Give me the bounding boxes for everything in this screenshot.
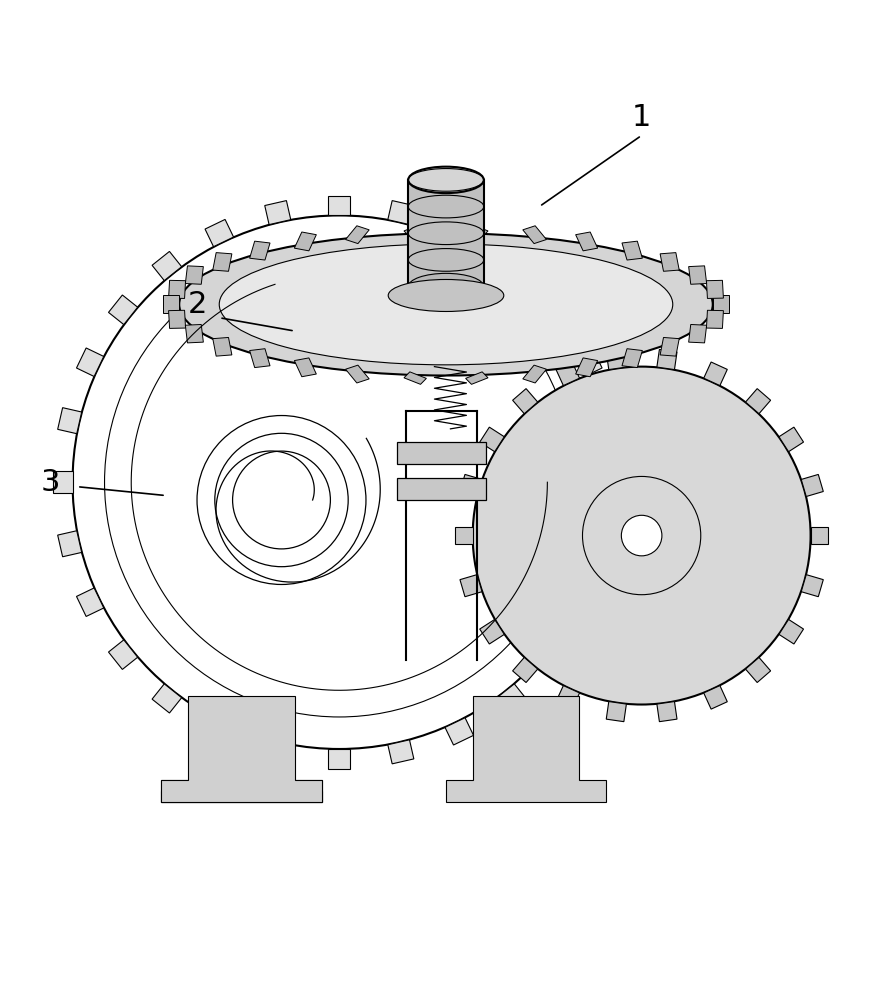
Ellipse shape [409, 167, 483, 193]
Text: 3: 3 [40, 468, 60, 497]
Polygon shape [445, 219, 474, 247]
Polygon shape [186, 324, 203, 343]
Polygon shape [606, 471, 625, 493]
Polygon shape [265, 201, 291, 225]
Polygon shape [575, 358, 598, 377]
Polygon shape [152, 251, 182, 281]
Polygon shape [622, 241, 642, 260]
Polygon shape [250, 349, 270, 368]
Polygon shape [58, 531, 82, 557]
Polygon shape [109, 295, 137, 325]
Polygon shape [388, 201, 414, 225]
Polygon shape [713, 295, 729, 313]
Polygon shape [497, 251, 526, 281]
Polygon shape [622, 349, 642, 368]
Polygon shape [205, 718, 234, 745]
Polygon shape [556, 362, 580, 386]
Polygon shape [169, 310, 186, 328]
Polygon shape [466, 372, 488, 384]
Polygon shape [294, 232, 317, 251]
Polygon shape [213, 253, 232, 271]
Polygon shape [811, 527, 829, 544]
Polygon shape [345, 365, 369, 383]
Polygon shape [53, 471, 72, 493]
Polygon shape [657, 349, 677, 370]
Polygon shape [480, 619, 504, 644]
Polygon shape [460, 575, 482, 597]
Polygon shape [779, 619, 804, 644]
Polygon shape [250, 241, 270, 260]
Polygon shape [460, 474, 482, 497]
Polygon shape [541, 640, 570, 669]
Polygon shape [660, 337, 679, 356]
Polygon shape [779, 427, 804, 452]
Polygon shape [163, 295, 179, 313]
Text: 2: 2 [187, 290, 207, 319]
Polygon shape [77, 348, 103, 376]
Polygon shape [345, 226, 369, 244]
Polygon shape [404, 224, 426, 237]
Text: 1: 1 [632, 103, 651, 132]
Ellipse shape [388, 279, 504, 311]
Polygon shape [455, 527, 473, 544]
Polygon shape [513, 389, 538, 414]
Polygon shape [689, 266, 706, 284]
Polygon shape [388, 740, 414, 764]
Polygon shape [597, 408, 621, 434]
Polygon shape [689, 324, 706, 343]
Polygon shape [328, 749, 351, 769]
Polygon shape [704, 362, 727, 386]
Ellipse shape [179, 233, 713, 376]
Bar [161, 780, 321, 802]
Polygon shape [328, 196, 351, 215]
Polygon shape [704, 686, 727, 709]
Polygon shape [607, 702, 626, 722]
Polygon shape [607, 349, 626, 370]
Polygon shape [186, 266, 203, 284]
Polygon shape [513, 657, 538, 683]
Ellipse shape [219, 244, 673, 365]
Polygon shape [597, 531, 621, 557]
Polygon shape [294, 358, 317, 377]
Polygon shape [706, 310, 723, 328]
Bar [397, 478, 486, 500]
Polygon shape [523, 365, 547, 383]
Polygon shape [801, 474, 823, 497]
Polygon shape [265, 740, 291, 764]
Polygon shape [77, 588, 103, 616]
Polygon shape [169, 280, 186, 298]
Polygon shape [746, 657, 771, 683]
Polygon shape [497, 684, 526, 713]
Polygon shape [161, 696, 321, 802]
Polygon shape [556, 686, 580, 709]
Polygon shape [746, 389, 771, 414]
Polygon shape [152, 684, 182, 713]
Polygon shape [58, 408, 82, 434]
Polygon shape [801, 575, 823, 597]
Polygon shape [660, 253, 679, 271]
Polygon shape [657, 702, 677, 722]
Polygon shape [213, 337, 232, 356]
Polygon shape [205, 219, 234, 247]
Bar [397, 442, 486, 464]
Polygon shape [541, 295, 570, 325]
Circle shape [622, 515, 662, 556]
Bar [409, 180, 483, 287]
Polygon shape [445, 718, 474, 745]
Polygon shape [706, 280, 723, 298]
Polygon shape [523, 226, 547, 244]
Circle shape [473, 367, 811, 705]
Ellipse shape [409, 273, 483, 300]
Polygon shape [574, 348, 602, 376]
Polygon shape [480, 427, 504, 452]
Polygon shape [466, 224, 488, 237]
Polygon shape [574, 588, 602, 616]
Polygon shape [446, 696, 606, 802]
Polygon shape [109, 640, 137, 669]
Bar [161, 791, 321, 802]
Polygon shape [404, 372, 426, 384]
Polygon shape [575, 232, 598, 251]
